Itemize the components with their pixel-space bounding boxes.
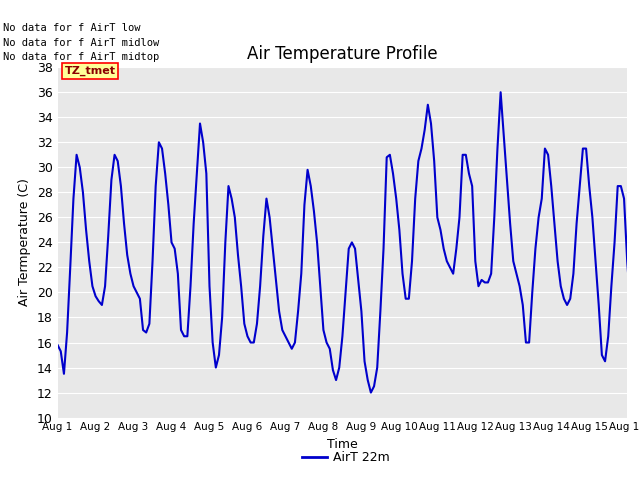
Legend: AirT 22m: AirT 22m (296, 446, 395, 469)
Text: No data for f AirT midlow: No data for f AirT midlow (3, 37, 159, 48)
Text: TZ_tmet: TZ_tmet (65, 65, 115, 76)
Text: No data for f AirT low: No data for f AirT low (3, 23, 141, 33)
Title: Air Temperature Profile: Air Temperature Profile (247, 45, 438, 63)
Text: No data for f AirT midtop: No data for f AirT midtop (3, 52, 159, 62)
X-axis label: Time: Time (327, 438, 358, 451)
Y-axis label: Air Termperature (C): Air Termperature (C) (19, 179, 31, 306)
